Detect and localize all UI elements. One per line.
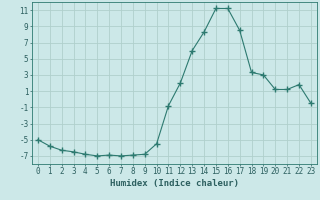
X-axis label: Humidex (Indice chaleur): Humidex (Indice chaleur) [110, 179, 239, 188]
